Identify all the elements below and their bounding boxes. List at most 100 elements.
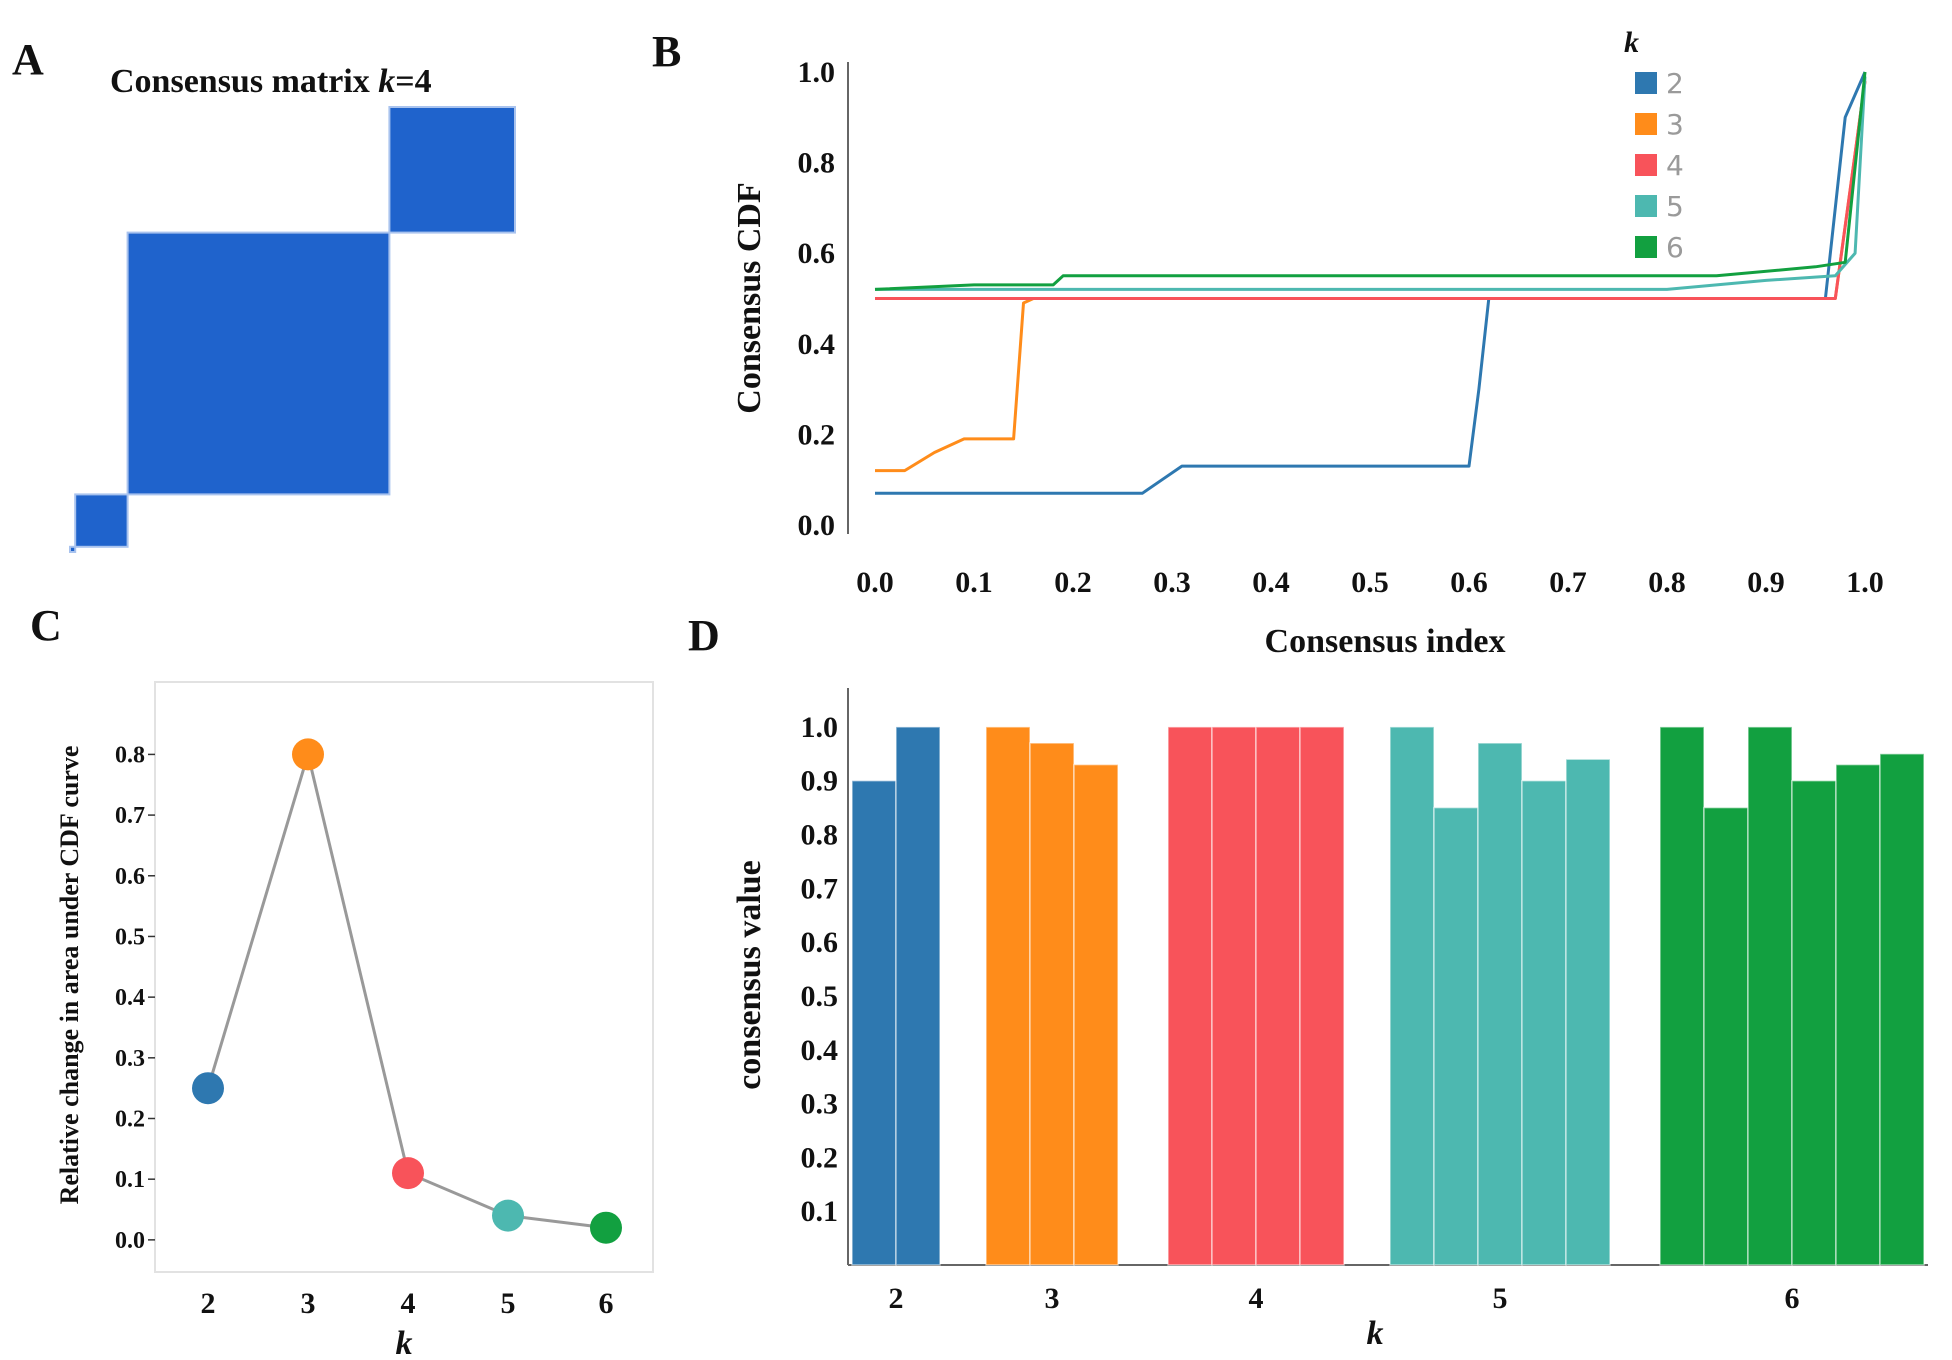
panel-d-y-tick-label: 0.2 bbox=[801, 1141, 839, 1174]
legend-swatch-k2 bbox=[1635, 72, 1657, 94]
panel-b-y-axis-label: Consensus CDF bbox=[731, 182, 768, 413]
panel-d-bars bbox=[851, 726, 1925, 1266]
bar-k4-1 bbox=[1167, 726, 1213, 1266]
panel-a-title-prefix: Consensus matrix bbox=[110, 63, 378, 100]
bar-k5-5 bbox=[1565, 758, 1611, 1266]
panel-c-point-k4 bbox=[392, 1157, 424, 1190]
panel-b-letter: B bbox=[652, 27, 681, 76]
panel-d-y-tick-label: 0.3 bbox=[801, 1088, 839, 1121]
bar-k2-2 bbox=[895, 726, 941, 1266]
matrix-block-3 bbox=[126, 231, 391, 496]
panel-b-x-tick-label: 0.2 bbox=[1054, 566, 1092, 599]
panel-d-y-ticks: 0.1 0.2 0.3 0.4 0.5 0.6 0.7 0.8 0.9 1.0 bbox=[801, 711, 839, 1228]
bar-k6-5 bbox=[1835, 763, 1881, 1266]
panel-c-y-tick-label: 0.3 bbox=[115, 1046, 145, 1072]
bar-k6-6 bbox=[1879, 753, 1925, 1266]
cdf-line-k5 bbox=[875, 76, 1867, 291]
panel-c-x-ticks: 2 3 4 5 6 bbox=[201, 1287, 614, 1320]
bar-k4-2 bbox=[1211, 726, 1257, 1266]
panel-b-y-tick-label: 1.0 bbox=[798, 56, 836, 89]
panel-c-y-tick-label: 0.6 bbox=[115, 864, 145, 890]
panel-c-x-tick-label: 6 bbox=[599, 1287, 614, 1320]
bar-k6-3 bbox=[1747, 726, 1793, 1266]
panel-d-x-tick-label: 3 bbox=[1045, 1282, 1060, 1315]
panel-b-x-tick-label: 0.6 bbox=[1450, 566, 1488, 599]
panel-d-x-axis-label: k bbox=[1367, 1315, 1384, 1352]
panel-c-x-tick-label: 4 bbox=[401, 1287, 416, 1320]
legend-swatch-k3 bbox=[1635, 113, 1657, 135]
consensus-matrix bbox=[69, 106, 516, 553]
legend-swatch-k6 bbox=[1635, 236, 1657, 258]
panel-c-y-tick-label: 0.2 bbox=[115, 1107, 145, 1133]
panel-d-y-tick-label: 0.8 bbox=[801, 819, 839, 852]
panel-b-y-ticks: 0.0 0.2 0.4 0.6 0.8 1.0 bbox=[798, 56, 836, 542]
panel-b-y-tick-label: 0.2 bbox=[798, 418, 836, 451]
panel-b-x-tick-label: 1.0 bbox=[1846, 566, 1884, 599]
matrix-block-4 bbox=[388, 106, 516, 234]
legend-label-k2: 2 bbox=[1666, 67, 1684, 100]
panel-d: D 0.1 0.2 0.3 0.4 0.5 0.6 0.7 0.8 0.9 1.0 2 3 4 5 6 c… bbox=[688, 611, 1928, 1352]
panel-b-y-tick-label: 0.8 bbox=[798, 147, 836, 180]
bar-k6-1 bbox=[1659, 726, 1705, 1266]
panel-c-y-axis-label: Relative change in area under CDF curve bbox=[55, 746, 84, 1205]
bar-k4-3 bbox=[1255, 726, 1301, 1266]
bar-k5-1 bbox=[1389, 726, 1435, 1266]
panel-d-y-tick-label: 0.6 bbox=[801, 926, 839, 959]
panel-c-x-tick-label: 3 bbox=[301, 1287, 316, 1320]
panel-d-x-tick-label: 4 bbox=[1249, 1282, 1264, 1315]
panel-b-legend: k2 3 4 5 6 bbox=[1624, 26, 1684, 264]
panel-c-connector-line bbox=[206, 748, 607, 1230]
panel-b-x-tick-label: 0.3 bbox=[1153, 566, 1191, 599]
panel-a-title-k: k bbox=[378, 63, 395, 100]
panel-c-x-tick-label: 5 bbox=[501, 1287, 516, 1320]
bar-k3-2 bbox=[1029, 742, 1075, 1266]
panel-d-y-tick-label: 0.9 bbox=[801, 765, 839, 798]
panel-a-title: Consensus matrix k=4 bbox=[110, 63, 432, 100]
panel-c-y-tick-label: 0.7 bbox=[115, 803, 145, 829]
panel-b-x-axis-label: Consensus index bbox=[1265, 623, 1506, 660]
panel-a-letter: A bbox=[12, 35, 44, 84]
panel-b-x-tick-label: 0.1 bbox=[955, 566, 993, 599]
cdf-line-k4 bbox=[875, 80, 1867, 300]
bar-k3-1 bbox=[985, 726, 1031, 1266]
panel-b-x-tick-label: 0.0 bbox=[856, 566, 894, 599]
panel-d-letter: D bbox=[688, 611, 720, 660]
panel-c: C 0.0 0.1 0.2 0.3 0.4 0.5 0.6 0.7 0.8 2 3 4 5 6 Rela… bbox=[30, 601, 654, 1360]
bar-k3-3 bbox=[1073, 763, 1119, 1266]
panel-c-plot-frame bbox=[154, 681, 654, 1273]
panel-c-point-k3 bbox=[292, 738, 324, 771]
panel-c-x-tick-label: 2 bbox=[201, 1287, 216, 1320]
panel-b-y-tick-label: 0.0 bbox=[798, 509, 836, 542]
panel-d-x-tick-label: 5 bbox=[1493, 1282, 1508, 1315]
bar-k6-2 bbox=[1703, 806, 1749, 1266]
cdf-line-k2 bbox=[875, 71, 1867, 495]
panel-d-y-tick-label: 0.4 bbox=[801, 1034, 839, 1067]
panel-c-point-k6 bbox=[590, 1211, 622, 1244]
panel-c-y-tick-label: 0.8 bbox=[115, 742, 145, 768]
cdf-line-k6 bbox=[874, 71, 1867, 291]
panel-d-y-tick-label: 1.0 bbox=[801, 711, 839, 744]
panel-d-y-axis-label: consensus value bbox=[731, 860, 768, 1090]
legend-label-k3: 3 bbox=[1666, 108, 1684, 141]
legend-swatch-k4 bbox=[1635, 154, 1657, 176]
legend-title: k bbox=[1624, 26, 1639, 59]
panel-b-x-tick-label: 0.7 bbox=[1549, 566, 1587, 599]
panel-b-x-tick-label: 0.4 bbox=[1252, 566, 1290, 599]
panel-c-plot bbox=[192, 738, 622, 1244]
panel-d-x-tick-label: 2 bbox=[889, 1282, 904, 1315]
legend-swatch-k5 bbox=[1635, 195, 1657, 217]
bar-k5-4 bbox=[1521, 779, 1567, 1266]
panel-c-x-axis-label: k bbox=[396, 1325, 413, 1360]
panel-a-title-suffix: =4 bbox=[395, 63, 431, 100]
panel-d-x-tick-label: 6 bbox=[1785, 1282, 1800, 1315]
panel-b-x-tick-label: 0.9 bbox=[1747, 566, 1785, 599]
panel-b-x-tick-label: 0.8 bbox=[1648, 566, 1686, 599]
panel-d-y-tick-label: 0.7 bbox=[801, 872, 839, 905]
panel-c-y-tick-label: 0.4 bbox=[115, 985, 145, 1011]
panel-c-y-ticks: 0.0 0.1 0.2 0.3 0.4 0.5 0.6 0.7 0.8 bbox=[115, 742, 155, 1254]
panel-c-point-k5 bbox=[492, 1199, 524, 1232]
panel-b-y-tick-label: 0.4 bbox=[798, 328, 836, 361]
matrix-block-1 bbox=[69, 545, 77, 553]
panel-c-y-tick-label: 0.0 bbox=[115, 1228, 145, 1254]
